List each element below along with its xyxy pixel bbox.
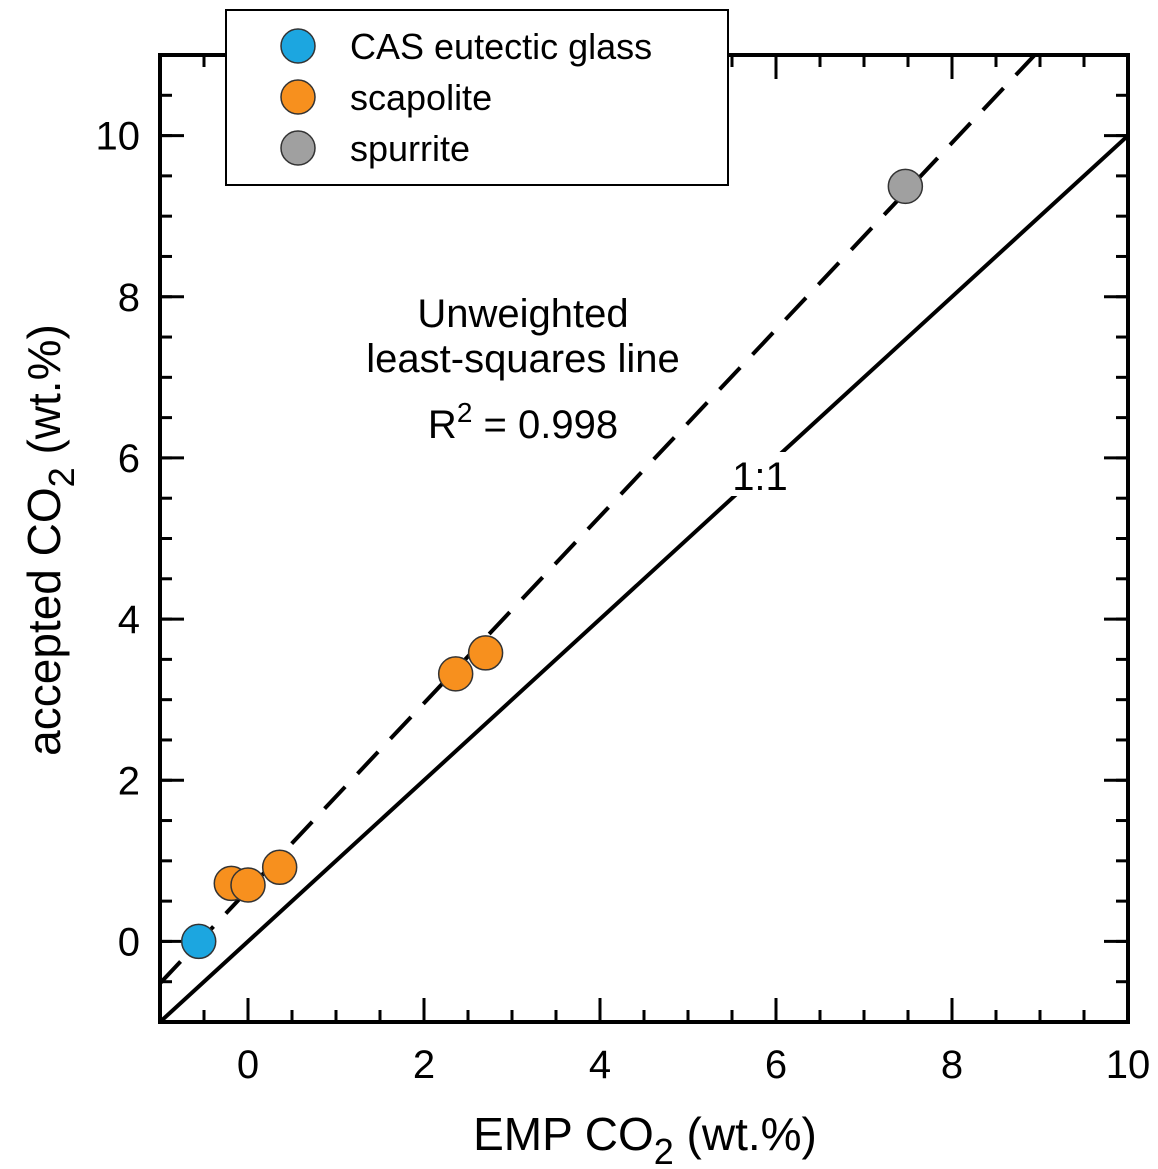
legend: CAS eutectic glass scapolite spurrite [225,9,729,186]
x-tick-label: 10 [1106,1043,1151,1087]
x-axis-title: (wt.%) [674,1108,817,1160]
y-tick-label: 8 [118,276,140,320]
legend-marker [280,28,316,64]
x-axis-title: 2 [654,1131,674,1169]
annotation: R2 = 0.998 [428,397,618,447]
data-point [261,849,298,886]
x-tick-label: 8 [941,1043,963,1087]
data-point [230,867,266,903]
label-background [722,452,798,496]
y-tick-label: 6 [118,437,140,481]
y-tick-label: 2 [118,759,140,803]
x-tick-label: 0 [237,1043,259,1087]
annotation: 2 [457,397,473,428]
y-axis-title: accepted CO [18,487,70,755]
data-point [180,923,217,960]
legend-marker [280,79,316,115]
plot-area: 0 2 4 6 8 10 0 2 4 6 8 10 [96,53,1151,1087]
y-axis-title: accepted CO2 (wt.%) [18,324,82,756]
legend-label: CAS eutectic glass [350,26,652,67]
x-tick-label: 4 [589,1043,611,1087]
y-tick-label: 0 [118,920,140,964]
x-axis-title: EMP CO [473,1108,654,1160]
y-axis-title: 2 [41,467,82,487]
x-tick-label: 6 [765,1043,787,1087]
y-tick-label: 4 [118,598,140,642]
annotation: Unweighted [417,292,628,336]
y-tick-label: 10 [96,115,141,159]
fit-line [160,134,1128,1022]
legend-marker [280,130,316,166]
annotation: least-squares line [366,337,680,381]
legend-label: spurrite [350,128,470,169]
annotation: 1:1 [732,455,788,499]
y-axis-title: (wt.%) [18,324,70,467]
plot-frame [158,53,1130,1024]
x-axis-title: EMP CO2 (wt.%) [473,1108,817,1169]
data-point [887,168,924,205]
data-point [437,656,474,692]
fit-line [160,55,1037,985]
annotation: R [428,403,457,447]
legend-label: scapolite [350,77,492,118]
data-point [467,635,504,671]
x-tick-label: 2 [413,1043,435,1087]
annotation: = 0.998 [472,403,618,447]
